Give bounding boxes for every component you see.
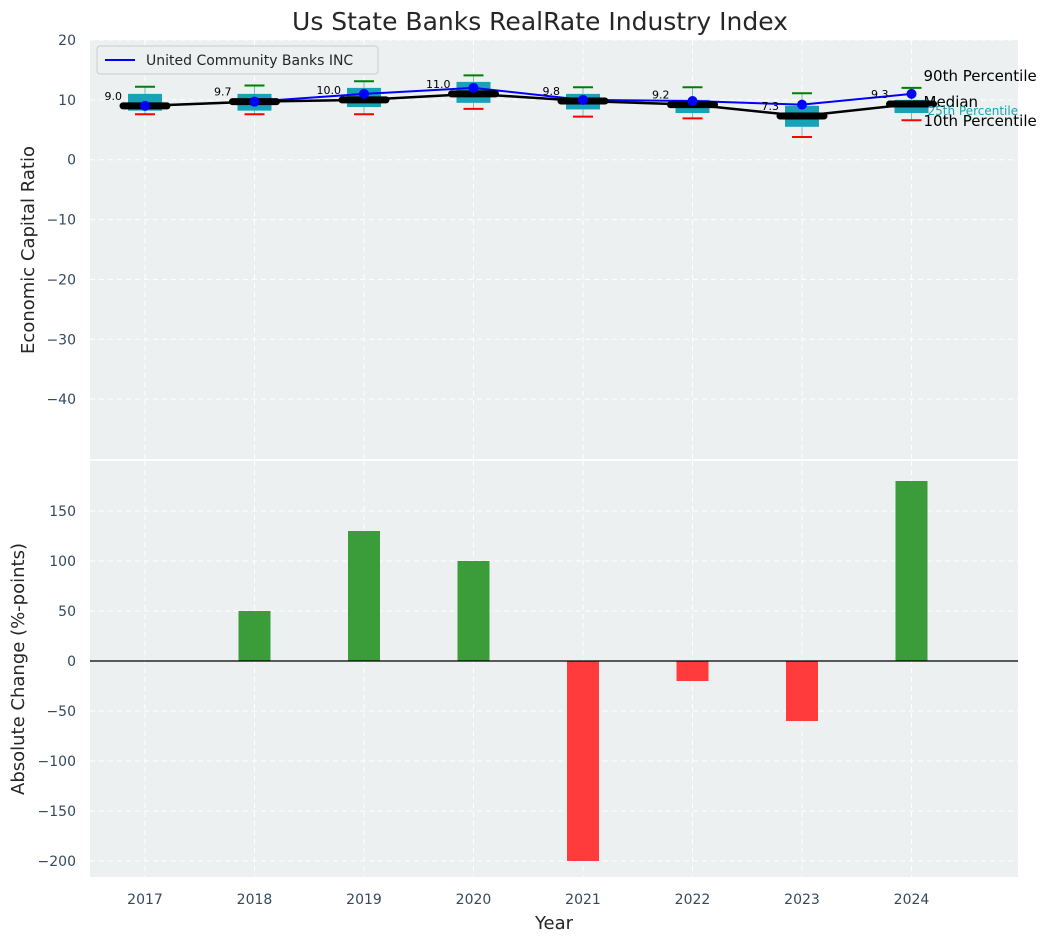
annotation-median: Median [924,93,979,111]
x-tick-label: 2019 [346,892,382,908]
company-point [249,96,260,107]
median-value-label: 7.3 [762,100,780,113]
bottom-y-tick-label: 50 [58,604,76,620]
bottom-plot-area [90,461,1018,877]
bottom-y-tick-label: 100 [49,554,76,570]
change-bar [457,561,490,661]
top-chart: 20 10 0 −10 −20 −30 −40 9.0 9.7 10.0 11.0 9.8 9.2 7.… [18,33,1037,459]
bottom-y-ticks: 150 100 50 0 −50 −100 −150 −200 [38,504,76,870]
change-bar [567,661,599,861]
bottom-y-tick-label: 0 [67,654,76,670]
top-y-tick-label: 0 [67,153,76,169]
top-y-tick-label: −40 [46,392,76,408]
x-tick-label: 2023 [784,892,820,908]
median-labels: 9.0 9.7 10.0 11.0 9.8 9.2 7.3 9.3 [105,78,889,113]
x-tick-label: 2024 [894,892,930,908]
legend-box [96,45,379,75]
median-value-label: 9.0 [105,90,123,103]
annotation-p90: 90th Percentile [924,67,1037,85]
legend[interactable]: United Community Banks INC [96,45,379,75]
top-y-ticks: 20 10 0 −10 −20 −30 −40 [46,33,76,408]
change-bar [348,531,380,661]
top-gridlines [90,39,1018,459]
median-value-label: 10.0 [317,84,342,97]
x-tick-label: 2017 [127,892,163,908]
change-bar [676,661,709,681]
bottom-y-tick-label: −150 [38,804,76,820]
median-value-label: 9.8 [543,85,561,98]
x-tick-label: 2022 [675,892,711,908]
bar-series [90,481,1018,861]
change-bar [786,661,818,721]
company-point [687,96,698,107]
x-tick-label: 2018 [237,892,273,908]
median-value-label: 11.0 [426,78,451,91]
median-value-label: 9.3 [871,88,889,101]
x-tick-label: 2020 [456,892,492,908]
top-y-tick-label: 20 [58,33,76,49]
bottom-chart: 150 100 50 0 −50 −100 −150 −200 2017 2018 2019 202… [8,461,1018,934]
bottom-y-tick-label: −50 [46,704,76,720]
x-axis-label: Year [534,913,574,934]
top-y-tick-label: 10 [58,93,76,109]
top-y-tick-label: −10 [46,213,76,229]
top-y-tick-label: −30 [46,332,76,348]
median-value-label: 9.2 [652,89,670,102]
company-point [468,82,479,93]
bottom-y-axis-label: Absolute Change (%-points) [8,543,29,795]
change-bar [238,611,271,661]
annotation-p25: 25th Percentile [928,104,1019,118]
line-series [119,82,937,120]
chart-title: Us State Banks RealRate Industry Index [292,7,788,36]
bottom-y-tick-label: −200 [38,854,76,870]
company-point [578,94,588,105]
top-y-tick-label: −20 [46,272,76,288]
company-point [906,88,917,99]
change-bar [895,481,928,661]
top-y-axis-label: Economic Capital Ratio [18,146,39,354]
x-ticks: 2017 2018 2019 2020 2021 2022 2023 2024 [127,892,929,908]
company-point [797,99,807,110]
x-tick-label: 2021 [565,892,601,908]
bottom-y-tick-label: 150 [49,504,76,520]
median-value-label: 9.7 [214,86,232,99]
bottom-y-tick-label: −100 [38,754,76,770]
annotation-p10: 10th Percentile [924,112,1037,130]
legend-label: United Community Banks INC [146,53,353,69]
company-point [359,88,369,99]
company-point [140,100,150,111]
